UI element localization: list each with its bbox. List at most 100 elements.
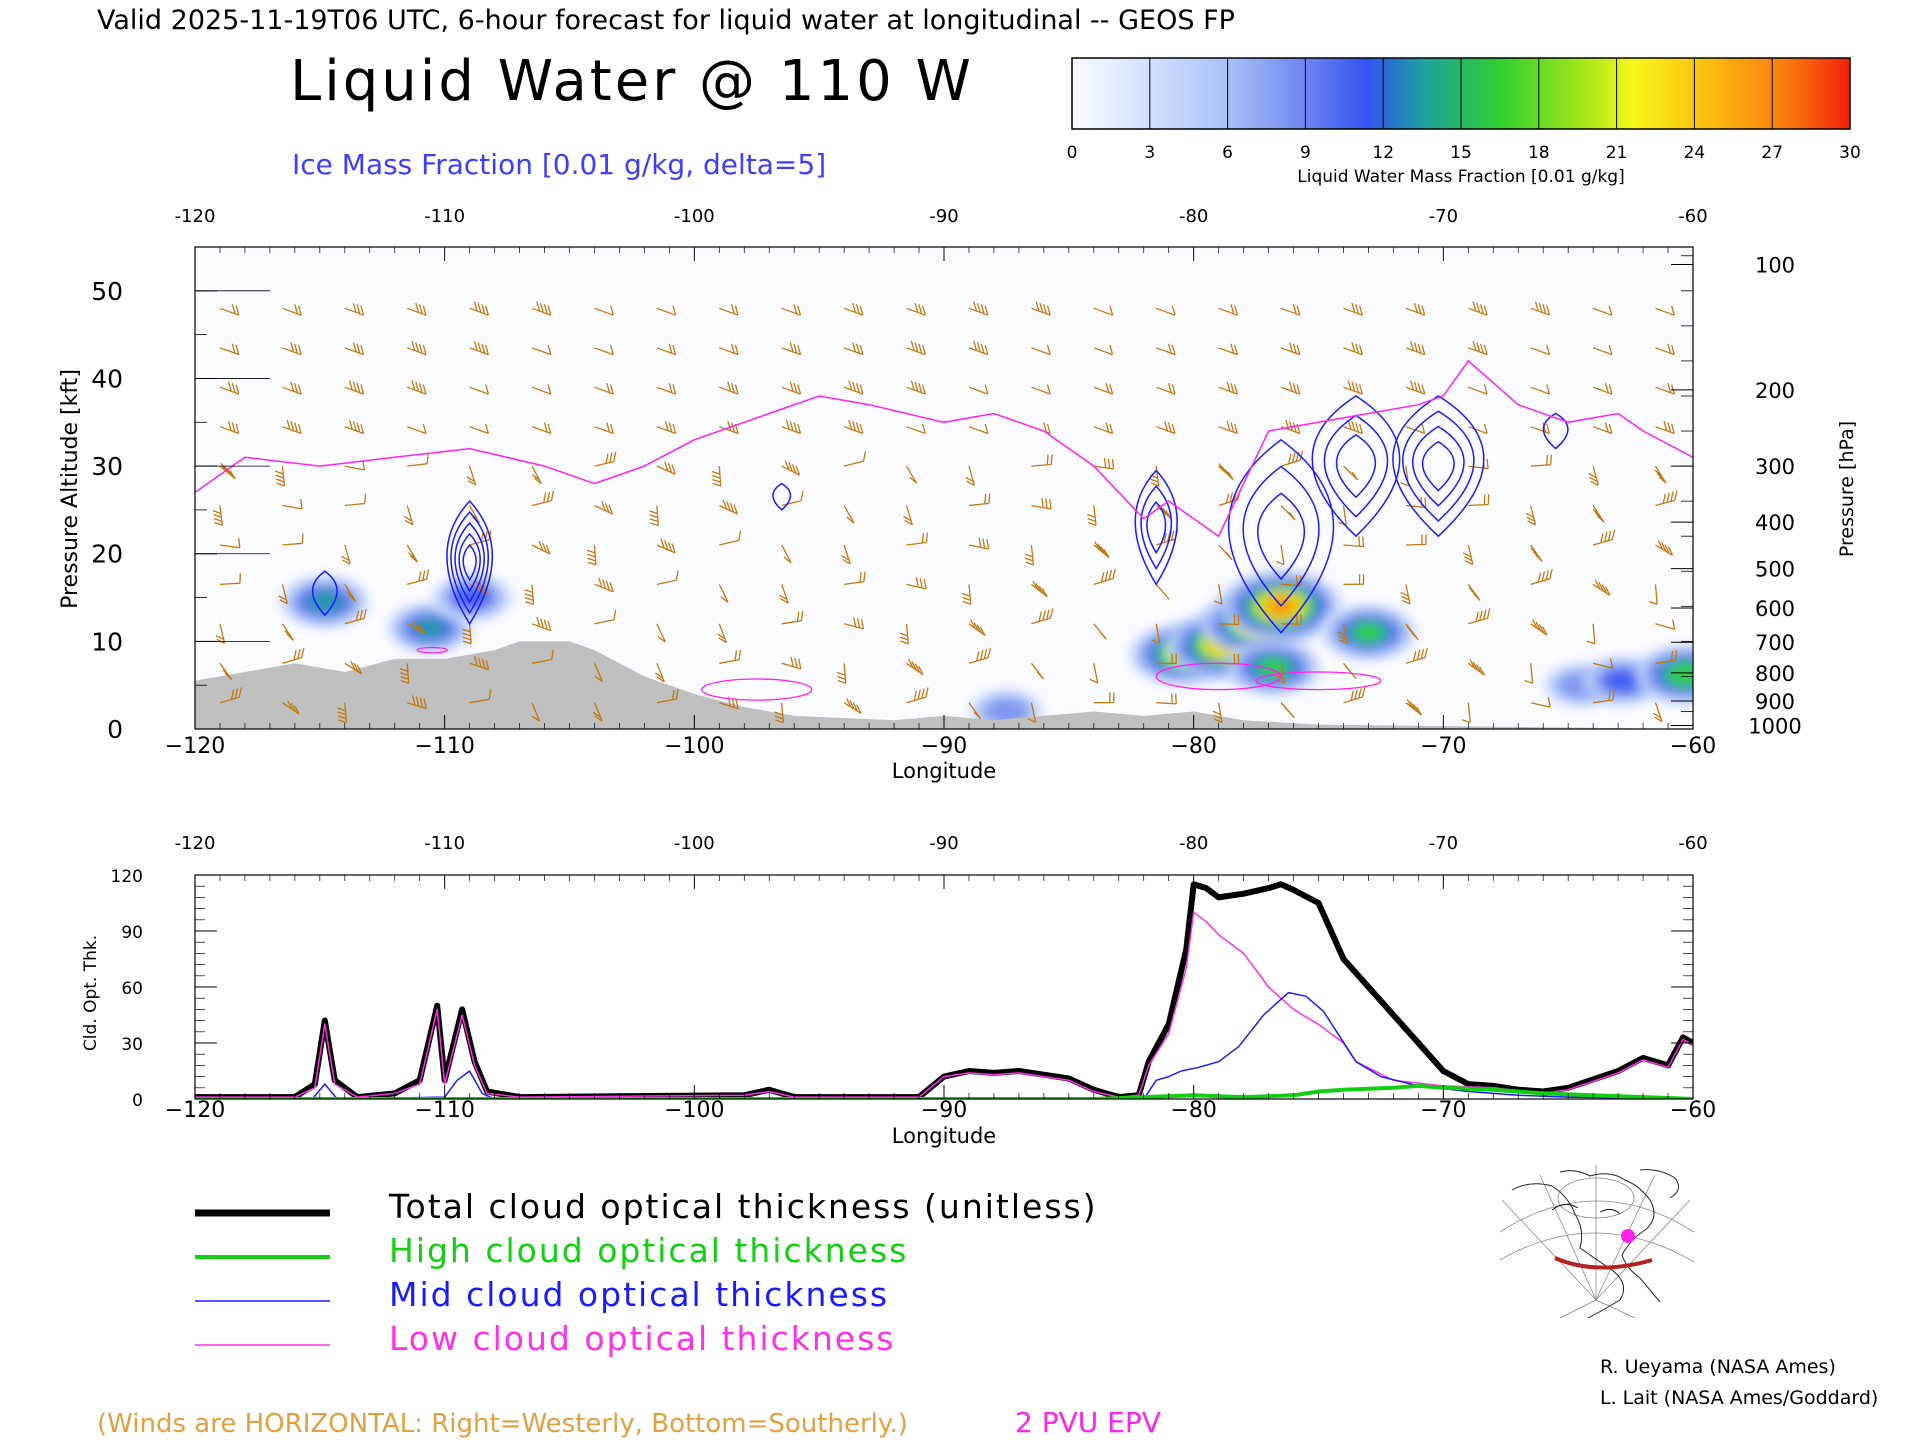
- wind-barb: [968, 384, 989, 395]
- wind-barb: [344, 302, 365, 316]
- wind-barb: [282, 342, 302, 356]
- wind-barb: [1343, 342, 1363, 356]
- wind-barb: [968, 493, 991, 507]
- wind-barb: [656, 343, 677, 356]
- wind-barb: [719, 649, 742, 664]
- wind-barb: [466, 465, 477, 486]
- wind-barb: [592, 702, 603, 722]
- main-bottom-tick-label: −70: [1420, 734, 1466, 759]
- legend-label: Low cloud optical thickness: [389, 1319, 895, 1358]
- sub-plot-frame: [194, 874, 1694, 1100]
- wind-barb: [1218, 614, 1240, 626]
- wind-barb: [843, 698, 862, 715]
- wind-barb: [843, 380, 864, 395]
- wind-barb: [406, 544, 419, 563]
- epv-loop: [701, 678, 813, 701]
- colorbar-tick-label: 18: [1528, 143, 1550, 163]
- wind-barb: [219, 421, 240, 435]
- wind-barb: [1031, 580, 1048, 598]
- epv-label: 2 PVU EPV: [1015, 1406, 1161, 1439]
- main-y-axis-label-right: Pressure [hPa]: [1836, 421, 1858, 557]
- ice-contour: [1392, 395, 1485, 538]
- wind-barb: [1218, 544, 1233, 561]
- wind-barb: [1462, 544, 1474, 566]
- wind-barb: [469, 384, 490, 395]
- wind-barb: [406, 302, 427, 316]
- wind-barb: [899, 623, 910, 645]
- sub-y-axis-label: Cld. Opt. Thk.: [81, 935, 101, 1051]
- liquid-water-blob: [1321, 604, 1416, 661]
- wind-barb: [656, 305, 677, 316]
- wind-barb: [1343, 380, 1363, 395]
- wind-barb: [1280, 505, 1296, 521]
- colorbar: 0 3 6 9 12 15 18 21 24 27 30 Liquid Water Mass Fra…: [1067, 57, 1861, 187]
- wind-barb: [1031, 344, 1051, 356]
- altitude-tick-label: 30: [91, 452, 123, 481]
- wind-barb: [836, 663, 847, 684]
- wind-barb: [906, 340, 926, 356]
- wind-barb: [586, 544, 597, 566]
- ice-contour-level: [1335, 434, 1377, 499]
- wind-barb: [656, 421, 677, 435]
- wind-barb: [719, 499, 739, 515]
- ice-contour-level: [1242, 465, 1320, 607]
- wind-barb: [1586, 623, 1596, 645]
- wind-barb: [1405, 340, 1426, 356]
- wind-barb: [906, 532, 929, 546]
- wind-barb: [469, 580, 488, 595]
- wind-barb: [344, 342, 365, 356]
- liquid-water-blob: [280, 576, 369, 628]
- wind-barb: [1530, 454, 1552, 467]
- wind-barb: [1087, 505, 1097, 527]
- wind-barb: [655, 663, 665, 683]
- main-bottom-tick-label: −90: [921, 734, 967, 759]
- ice-contour: [772, 482, 792, 511]
- ice-contour-level: [772, 482, 792, 511]
- wind-barb: [212, 505, 223, 527]
- wind-barb: [968, 340, 989, 356]
- sub-top-tick-label: -120: [175, 833, 216, 854]
- wind-barb: [407, 569, 430, 586]
- epv-loop: [1255, 671, 1382, 691]
- wind-barb: [344, 584, 357, 602]
- wind-barb: [1405, 647, 1428, 664]
- wind-barb: [1655, 421, 1675, 435]
- wind-barb: [594, 344, 614, 356]
- wind-barb: [656, 689, 679, 704]
- wind-barb: [1655, 650, 1678, 664]
- wind-barb: [219, 304, 240, 316]
- epv-loop: [1155, 662, 1282, 691]
- altitude-tick-label: 40: [91, 364, 123, 393]
- wind-barb: [965, 465, 976, 486]
- ice-contour-level: [1323, 414, 1389, 518]
- optical-thickness-chart: 0 30 60 90 120 -120 −120 -110 −110 -100 −100 -90 −90…: [81, 833, 1716, 1148]
- wind-barb: [781, 460, 801, 476]
- wind-barb: [1405, 699, 1423, 716]
- ice-contour-level: [454, 521, 485, 604]
- wind-barb: [1592, 579, 1611, 596]
- wind-barb: [656, 383, 677, 395]
- wind-barb: [781, 419, 802, 435]
- wind-barb: [781, 342, 802, 356]
- main-top-tick-label: -80: [1179, 206, 1208, 227]
- wind-barb: [1155, 343, 1176, 356]
- pressure-tick-label: 800: [1755, 662, 1795, 686]
- ice-contour-level: [311, 570, 338, 617]
- wind-barb: [531, 649, 554, 664]
- wind-barb: [1468, 423, 1488, 435]
- sub-bottom-tick-label: −120: [165, 1098, 225, 1123]
- legend-label: High cloud optical thickness: [389, 1231, 908, 1270]
- wind-barb: [403, 505, 414, 526]
- colorbar-frame: [1071, 57, 1851, 130]
- main-top-tick-label: -110: [424, 206, 465, 227]
- main-bottom-tick-label: −60: [1670, 734, 1716, 759]
- wind-barb: [1655, 490, 1678, 507]
- wind-barb: [407, 453, 429, 467]
- wind-barb: [1089, 663, 1099, 684]
- wind-barb: [1588, 465, 1599, 486]
- wind-barb: [282, 419, 302, 435]
- pressure-tick-label: 600: [1755, 597, 1795, 621]
- colorbar-tick-label: 21: [1606, 143, 1628, 163]
- wind-barb: [1280, 450, 1304, 467]
